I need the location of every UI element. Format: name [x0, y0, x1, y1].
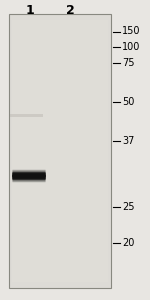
Bar [12, 20, 108, 282]
Text: 2: 2 [66, 4, 75, 17]
Text: 50: 50 [122, 97, 135, 107]
Bar [9, 14, 111, 288]
Text: 75: 75 [122, 58, 135, 68]
Bar [11, 114, 43, 117]
Text: 1: 1 [26, 4, 34, 17]
Text: 20: 20 [122, 238, 135, 248]
Text: 150: 150 [122, 26, 141, 37]
Text: 100: 100 [122, 41, 141, 52]
Text: 25: 25 [122, 202, 135, 212]
Text: 37: 37 [122, 136, 135, 146]
